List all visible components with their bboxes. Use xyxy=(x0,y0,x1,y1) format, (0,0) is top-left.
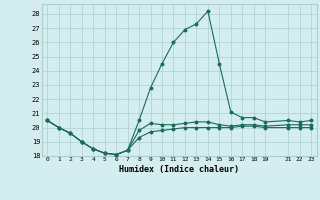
X-axis label: Humidex (Indice chaleur): Humidex (Indice chaleur) xyxy=(119,165,239,174)
